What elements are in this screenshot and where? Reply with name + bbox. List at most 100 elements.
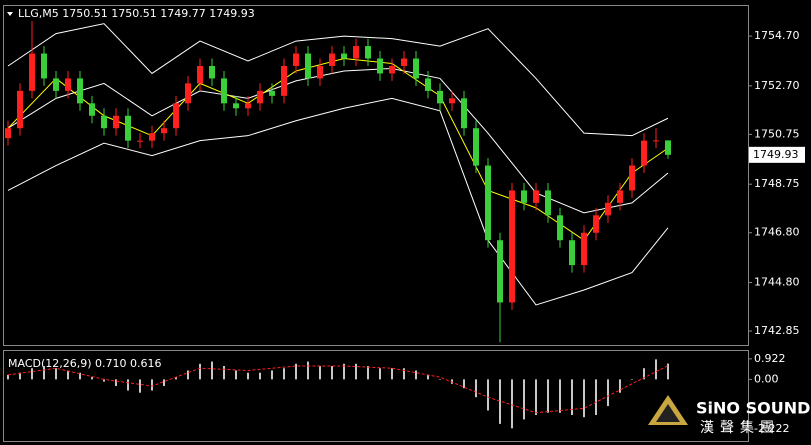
signal-line — [7, 365, 669, 414]
logo-mark-inner — [656, 404, 680, 422]
last-price-box — [749, 146, 805, 163]
candle-body — [125, 115, 131, 141]
candle-body — [65, 78, 71, 91]
macd-bar — [643, 368, 645, 380]
candle-body — [221, 78, 227, 104]
logo-subtitle: 漢聲集團 — [700, 419, 780, 436]
candle-body — [197, 65, 203, 84]
macd-bar — [223, 366, 225, 380]
macd-bar — [367, 366, 369, 380]
candle-body — [581, 232, 587, 266]
candle-body — [317, 65, 323, 79]
macd-bar — [619, 379, 621, 393]
collapse-icon — [7, 12, 13, 16]
macd-bar — [631, 379, 633, 380]
candle-body — [353, 46, 359, 59]
macd-bar — [175, 377, 177, 380]
macd-bar — [655, 359, 657, 380]
chart-title: LLG,M5 1750.51 1750.51 1749.77 1749.93 — [18, 7, 255, 20]
macd-bar — [319, 366, 321, 380]
macd-bar — [427, 374, 429, 380]
candle-body — [77, 78, 83, 104]
y-tick-label: 0.922 — [754, 352, 786, 365]
candle-body — [653, 140, 659, 142]
indicator-line — [7, 67, 669, 214]
macd-bar — [19, 372, 21, 380]
candle-body — [101, 115, 107, 129]
candle-body — [137, 140, 143, 142]
macd-bar — [247, 372, 249, 380]
macd-panel — [3, 350, 749, 442]
candle-body — [245, 103, 251, 109]
candle-body — [41, 53, 47, 79]
candle-body — [269, 90, 275, 96]
macd-bar — [451, 379, 453, 384]
candle-body — [605, 202, 611, 216]
candle-body — [281, 65, 287, 96]
last-price-label: 1749.93 — [753, 148, 799, 161]
macd-bar — [187, 370, 189, 380]
macd-bar — [55, 368, 57, 380]
logo-name: SiNO SOUND — [696, 399, 810, 418]
macd-bar — [559, 379, 561, 413]
macd-bar — [163, 379, 165, 387]
candle-body — [5, 128, 11, 139]
macd-bar — [523, 379, 525, 420]
candle-body — [593, 215, 599, 233]
macd-bar — [343, 363, 345, 380]
indicator-line — [7, 23, 669, 137]
candle-body — [233, 103, 239, 109]
candle-body — [413, 58, 419, 79]
macd-bar — [667, 363, 669, 380]
macd-bar — [547, 379, 549, 413]
macd-bar — [211, 361, 213, 380]
y-tick-label: 1750.75 — [754, 127, 800, 140]
candle-body — [497, 240, 503, 303]
macd-bar — [487, 379, 489, 411]
candle-body — [113, 115, 119, 129]
candle-body — [365, 46, 371, 59]
y-tick-label: 1748.75 — [754, 177, 800, 190]
y-tick-label: 1744.80 — [754, 276, 800, 289]
candle-body — [461, 98, 467, 129]
macd-bar — [415, 370, 417, 380]
y-tick-label: 1742.85 — [754, 324, 800, 337]
macd-bar — [439, 379, 441, 380]
macd-bar — [91, 377, 93, 380]
candle-body — [509, 190, 515, 303]
macd-bar — [115, 379, 117, 387]
candle-body — [437, 90, 443, 104]
candle-body — [617, 190, 623, 203]
macd-bar — [499, 379, 501, 424]
candle-body — [533, 190, 539, 203]
candle-body — [17, 90, 23, 129]
y-tick-label: 1754.70 — [754, 29, 800, 42]
candle-body — [173, 103, 179, 129]
macd-bar — [571, 379, 573, 415]
macd-bar — [379, 368, 381, 380]
macd-bar — [355, 363, 357, 380]
candle-body — [401, 58, 407, 66]
candle-body — [377, 58, 383, 74]
candle-body — [149, 133, 155, 141]
y-tick-label: 1752.70 — [754, 79, 800, 92]
candle-body — [449, 98, 455, 104]
logo: SiNO SOUND 漢聲集團 — [648, 395, 810, 436]
indicator-line — [7, 97, 669, 306]
macd-bar — [7, 374, 9, 380]
macd-bar — [271, 370, 273, 380]
macd-bar — [43, 366, 45, 380]
main-panel — [3, 5, 749, 346]
macd-bar — [331, 366, 333, 380]
macd-bar — [127, 379, 129, 391]
macd-bar — [151, 379, 153, 391]
macd-bar — [79, 372, 81, 380]
macd-bar — [535, 379, 537, 415]
candle-body — [521, 190, 527, 203]
macd-bar — [475, 379, 477, 398]
candle-body — [545, 190, 551, 216]
macd-bar — [607, 379, 609, 407]
candle-body — [29, 53, 35, 91]
